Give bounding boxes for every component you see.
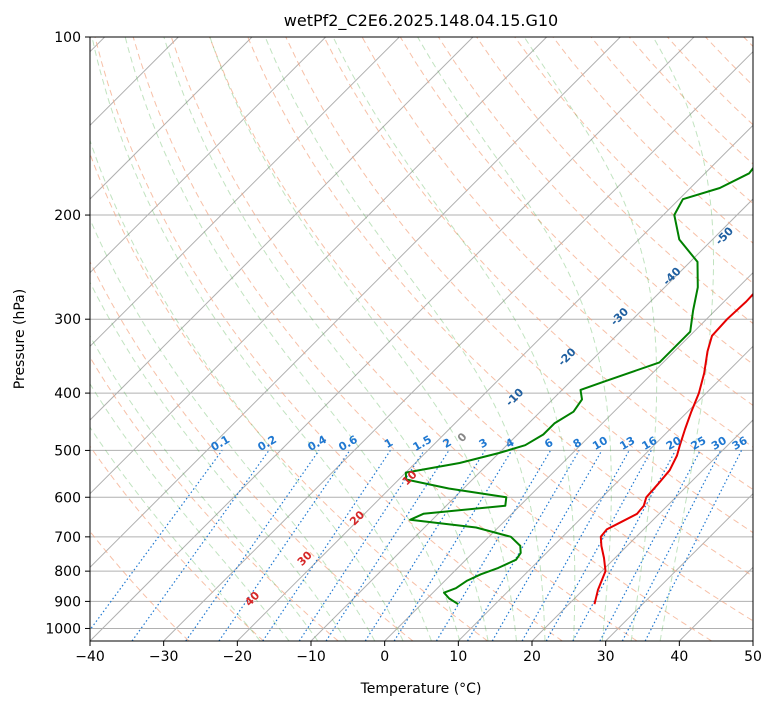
moist-adiabat-line xyxy=(90,335,319,641)
isotherm-gridline xyxy=(236,124,753,641)
mixing-ratio-line xyxy=(491,450,603,641)
mixing-ratio-line xyxy=(325,450,450,641)
reference-lines-layer xyxy=(90,37,753,641)
isotherm-gridline xyxy=(90,37,253,200)
dry-adiabat-line xyxy=(247,37,753,577)
isotherm-gridline xyxy=(163,50,753,641)
mixing-ratio-line xyxy=(521,450,630,641)
dry-adiabat-line xyxy=(514,37,753,284)
sounding-series-2 xyxy=(404,166,753,606)
isotherm-gridline xyxy=(90,37,695,641)
series-layer xyxy=(404,166,753,606)
dry-adiabat-line xyxy=(90,356,339,641)
moist-adiabat-line xyxy=(523,37,658,641)
dry-adiabat-line xyxy=(170,37,712,641)
x-tick-label: −40 xyxy=(75,649,105,665)
y-tick-label: 1000 xyxy=(45,621,81,637)
moist-adiabat-line xyxy=(652,37,714,641)
grid-layer xyxy=(90,37,753,641)
isotherm-gridline xyxy=(90,37,548,495)
sounding-series-1 xyxy=(593,292,753,605)
x-tick-label: −20 xyxy=(223,649,253,665)
isotherm-gridline xyxy=(90,37,621,569)
mixing-ratio-line xyxy=(90,450,223,631)
isotherm-gridline xyxy=(384,271,753,641)
dry-adiabat-line xyxy=(285,37,753,534)
y-tick-label: 900 xyxy=(54,594,81,610)
mixing-ratio-line xyxy=(435,450,552,641)
mixing-ratio-line xyxy=(364,450,486,641)
isotherm-gridline xyxy=(605,492,753,641)
mixing-ratio-line xyxy=(466,450,580,641)
moist-adiabat-line xyxy=(90,138,404,641)
moist-adiabat-line xyxy=(90,426,261,641)
x-axis-label: Temperature (°C) xyxy=(360,681,482,697)
x-tick-label: −30 xyxy=(149,649,179,665)
y-tick-label: 700 xyxy=(54,530,81,546)
dry-adiabat-line xyxy=(476,37,753,325)
y-tick-label: 800 xyxy=(54,564,81,580)
moist-adiabat-line xyxy=(90,382,290,641)
dry-adiabat-line xyxy=(90,445,264,641)
axes-layer: −40 −30 −20 −10 0 10 20 30 40 50 100 200 300 400 500 60… xyxy=(45,30,762,665)
mixing-ratio-line xyxy=(185,450,320,641)
moist-adiabat-line xyxy=(264,37,546,641)
x-tick-label: 50 xyxy=(744,649,762,665)
y-tick-label: 500 xyxy=(54,443,81,459)
moist-adiabat-line xyxy=(209,37,517,641)
x-tick-label: 30 xyxy=(597,649,615,665)
y-axis-label: Pressure (hPa) xyxy=(12,289,28,389)
isotherm-gridline xyxy=(457,345,753,641)
y-tick-label: 400 xyxy=(54,386,81,402)
isotherm-gridline xyxy=(90,37,474,421)
dry-adiabat-line xyxy=(94,37,563,641)
moist-adiabat-line xyxy=(90,281,347,641)
isotherm-gridline xyxy=(531,419,753,641)
dry-adiabat-line xyxy=(209,37,753,622)
x-tick-label: 40 xyxy=(670,649,688,665)
moist-adiabat-line xyxy=(163,37,489,641)
dry-adiabat-line xyxy=(323,37,753,491)
isotherm-gridline xyxy=(90,37,400,348)
moist-adiabat-line xyxy=(124,37,461,641)
isotherm-gridline xyxy=(90,37,327,274)
moist-adiabat-line xyxy=(417,37,612,641)
chart-title: wetPf2_C2E6.2025.148.04.15.G10 xyxy=(284,11,558,31)
x-tick-label: −10 xyxy=(296,649,326,665)
mixing-ratio-line xyxy=(131,450,270,641)
y-tick-label: 200 xyxy=(54,208,81,224)
moist-adiabat-line xyxy=(332,37,576,641)
mixing-ratio-line xyxy=(393,450,513,641)
mixing-ratio-line xyxy=(545,450,652,641)
moist-adiabat-line xyxy=(90,217,376,641)
x-tick-label: 10 xyxy=(449,649,467,665)
x-tick-label: 20 xyxy=(523,649,541,665)
x-tick-label: 0 xyxy=(380,649,389,665)
y-tick-label: 600 xyxy=(54,490,81,506)
y-tick-label: 100 xyxy=(54,30,81,46)
dry-adiabat-line xyxy=(90,260,414,641)
moist-adiabat-line xyxy=(91,37,432,641)
mixing-ratio-line xyxy=(218,450,351,641)
plot-frame xyxy=(89,36,754,642)
y-tick-label: 300 xyxy=(54,312,81,328)
